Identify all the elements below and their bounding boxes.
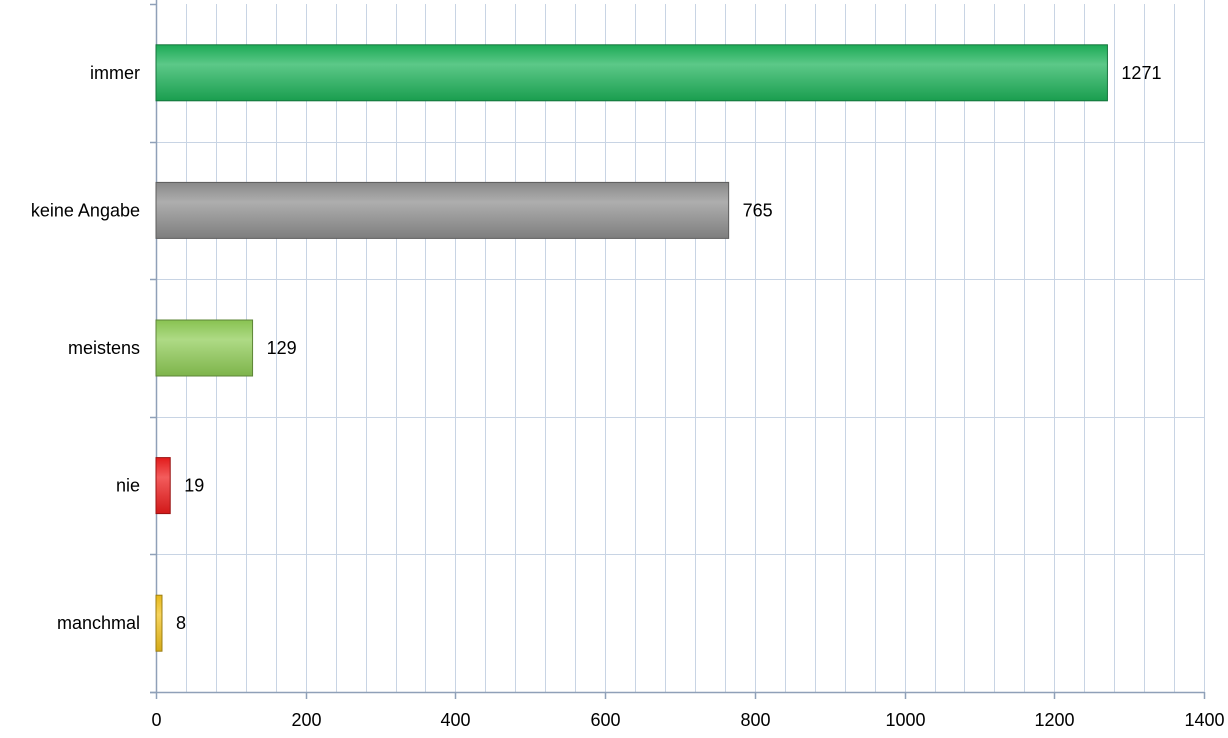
value-label: 129 xyxy=(267,338,297,358)
value-label: 8 xyxy=(176,613,186,633)
x-tick-label: 0 xyxy=(151,710,161,730)
x-tick-labels: 0 200 400 600 800 1000 1200 1400 xyxy=(151,710,1224,730)
bar-nie xyxy=(155,457,171,515)
value-label: 765 xyxy=(743,200,773,220)
bar-meistens xyxy=(155,319,254,377)
x-tick-label: 1200 xyxy=(1034,710,1074,730)
value-label: 1271 xyxy=(1121,63,1161,83)
bar-manchmal xyxy=(155,594,163,652)
x-tick-label: 200 xyxy=(291,710,321,730)
category-label: nie xyxy=(116,476,140,496)
category-label: immer xyxy=(90,63,140,83)
bar-keine-angabe xyxy=(155,181,730,239)
x-tick-label: 400 xyxy=(440,710,470,730)
x-tick-label: 800 xyxy=(740,710,770,730)
value-label: 19 xyxy=(184,476,204,496)
x-tick-label: 600 xyxy=(590,710,620,730)
category-label: meistens xyxy=(68,338,140,358)
category-labels: immer keine Angabe meistens nie manchmal xyxy=(31,63,140,633)
bars xyxy=(155,44,1108,652)
value-labels: 1271 765 129 19 8 xyxy=(176,63,1161,633)
category-label: manchmal xyxy=(57,613,140,633)
axes xyxy=(150,0,1206,699)
x-tick-label: 1400 xyxy=(1184,710,1224,730)
bar-immer xyxy=(155,44,1108,102)
category-label: keine Angabe xyxy=(31,200,140,220)
grid-lines xyxy=(150,4,1205,692)
x-tick-label: 1000 xyxy=(885,710,925,730)
